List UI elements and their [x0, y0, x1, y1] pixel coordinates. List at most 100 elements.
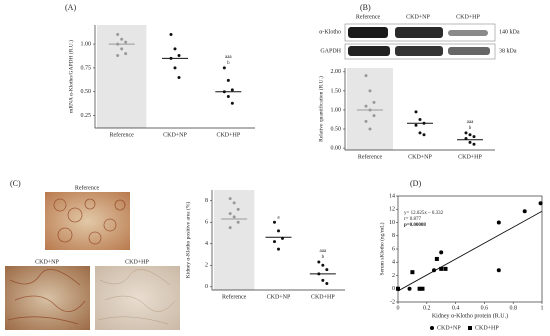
y-tick-label: 0.50 [81, 89, 92, 95]
significance-label: b [227, 61, 230, 66]
data-point [410, 270, 415, 275]
y-tick-label: 0.50 [331, 126, 342, 132]
y-tick-label: 2 [392, 273, 395, 279]
image-title: CKD+HP [125, 259, 149, 265]
legend-marker [468, 326, 472, 330]
micrographs [5, 192, 180, 330]
data-point [472, 135, 476, 139]
data-point [232, 215, 236, 219]
reference-band [97, 25, 147, 128]
y-tick-label: 8 [392, 233, 395, 239]
data-point [226, 78, 230, 82]
y-tick-label: 1.00 [81, 41, 92, 47]
y-axis-label: mRNA α-Klotho/GAPDH (R.U.) [67, 40, 74, 113]
y-tick-label: 2.00 [331, 69, 342, 75]
data-point [439, 250, 444, 255]
data-point [120, 37, 124, 41]
x-tick-label: CKD+NP [163, 132, 187, 138]
data-point [496, 268, 501, 273]
data-point [228, 212, 232, 216]
x-tick-label: CKD+HP [216, 132, 240, 138]
axis [94, 25, 255, 129]
data-point [236, 220, 240, 224]
data-point [277, 247, 280, 251]
y-tick-label: 8 [205, 198, 208, 204]
data-point [414, 110, 418, 114]
y-tick-label: -2 [390, 299, 395, 305]
data-point [364, 74, 368, 78]
data-point [522, 209, 527, 214]
data-point [418, 117, 422, 121]
data-point [124, 52, 128, 56]
panel-label: (A) [65, 3, 76, 12]
y-axis-label: Serum sKlotho (ng/mL) [378, 222, 385, 275]
x-tick-label: CKD+HP [458, 154, 482, 160]
data-point [364, 119, 368, 123]
annotation: p=0.00008 [404, 223, 426, 228]
data-point [321, 263, 325, 267]
blot-row-label: GAPDH [320, 48, 341, 54]
data-point [230, 88, 234, 92]
blot-row-label: α-Klotho [319, 29, 341, 35]
data-point [169, 33, 173, 37]
x-tick-label: Reference [358, 153, 383, 160]
image-title: CKD+NP [35, 259, 59, 265]
blot-column-label: CKD+NP [406, 14, 430, 20]
data-point [173, 66, 177, 70]
legend-marker [430, 326, 434, 330]
y-tick-label: 0.25 [81, 113, 92, 119]
y-tick-label: 0 [205, 284, 208, 290]
data-point [432, 268, 436, 273]
y-tick-label: 12 [389, 207, 395, 213]
x-tick-label: 0.6 [481, 305, 489, 311]
data-point [177, 54, 181, 58]
image-title: Reference [75, 184, 100, 191]
blot-size-label: 38 kDa [499, 48, 517, 54]
fit-line [397, 210, 543, 292]
y-tick-label: 6 [392, 246, 395, 252]
data-point [173, 47, 177, 51]
data-point [414, 123, 418, 127]
x-tick-label: 0.8 [509, 305, 517, 311]
data-point [230, 101, 234, 105]
data-point [439, 266, 444, 271]
annotation: y= 12.025x – 0.332 [404, 211, 444, 216]
panel-label: (D) [410, 179, 421, 188]
significance-label: b [469, 126, 472, 131]
data-point [116, 54, 120, 58]
data-point [226, 95, 230, 99]
data-point [321, 278, 325, 282]
data-point [443, 266, 448, 271]
data-point [372, 114, 376, 118]
y-tick-label: 1.50 [331, 88, 342, 94]
data-point [124, 40, 128, 44]
data-point [422, 133, 426, 137]
data-point [472, 142, 476, 146]
data-point [464, 131, 468, 135]
x-tick-label: Reference [222, 293, 247, 300]
data-point [417, 286, 422, 291]
significance-label: b [322, 255, 325, 260]
y-tick-label: 0.00 [331, 145, 342, 151]
data-point [372, 100, 376, 104]
panel-label: (C) [10, 179, 21, 188]
x-tick-label: 0.2 [423, 305, 431, 311]
y-tick-label: 10 [389, 220, 395, 226]
data-point [277, 229, 280, 233]
y-axis-label: Relative quantification (R.U.) [317, 76, 324, 142]
data-point [120, 47, 124, 51]
data-point [325, 282, 329, 286]
x-axis-label: Kidney α-Klotho protein (R.U.) [432, 312, 508, 319]
panel-label: (B) [360, 3, 371, 12]
significance-label: aaa [225, 55, 232, 60]
y-tick-label: 6 [205, 220, 208, 226]
data-point [116, 33, 120, 37]
data-point [364, 104, 368, 108]
y-tick-label: 4 [392, 260, 395, 266]
significance-label: aaa [319, 249, 326, 254]
reference-band [214, 190, 255, 290]
y-tick-label: 0.75 [81, 65, 92, 71]
x-tick-label: CKD+NP [408, 154, 432, 160]
y-tick-label: 1.00 [331, 107, 342, 113]
data-point [496, 220, 501, 225]
